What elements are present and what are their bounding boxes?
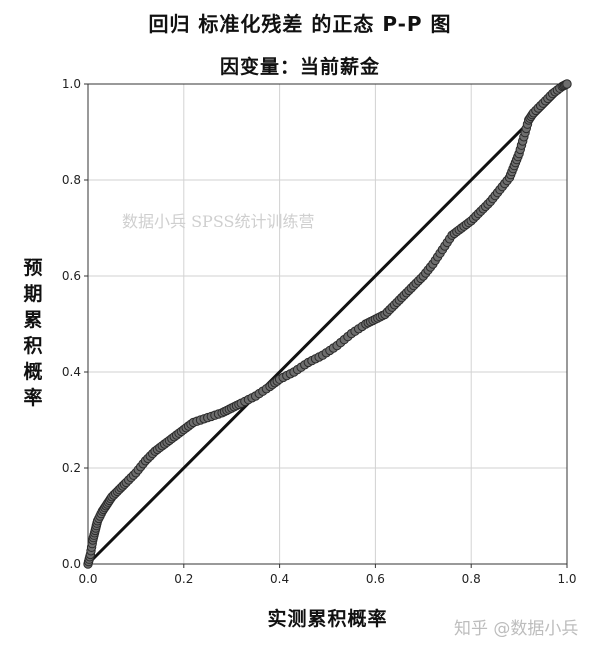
x-tick-label: 1.0 [557, 572, 576, 586]
x-tick-label: 0.8 [462, 572, 481, 586]
reference-line [86, 82, 569, 566]
watermark-center: 数据小兵 SPSS统计训练营 [122, 212, 315, 231]
chart-title: 回归 标准化残差 的正态 P-P 图 [148, 12, 452, 36]
plot-frame [87, 83, 568, 565]
x-tick-label: 0.4 [270, 572, 289, 586]
chart-subtitle: 因变量：当前薪金 [219, 56, 380, 78]
y-tick-label: 0.8 [62, 173, 81, 187]
data-point [562, 79, 572, 89]
x-tick-label: 0.0 [78, 572, 97, 586]
x-tick-label: 0.6 [366, 572, 385, 586]
y-axis-label: 预期累积概率 [23, 257, 43, 409]
y-tick-label: 0.0 [62, 557, 81, 571]
watermark-corner: 知乎 @数据小兵 [454, 619, 579, 639]
y-tick-label: 1.0 [62, 77, 81, 91]
y-tick-label: 0.4 [62, 365, 81, 379]
x-axis-label: 实测累积概率 [267, 608, 388, 630]
x-tick-label: 0.2 [174, 572, 193, 586]
y-tick-label: 0.2 [62, 461, 81, 475]
y-tick-label: 0.6 [62, 269, 81, 283]
